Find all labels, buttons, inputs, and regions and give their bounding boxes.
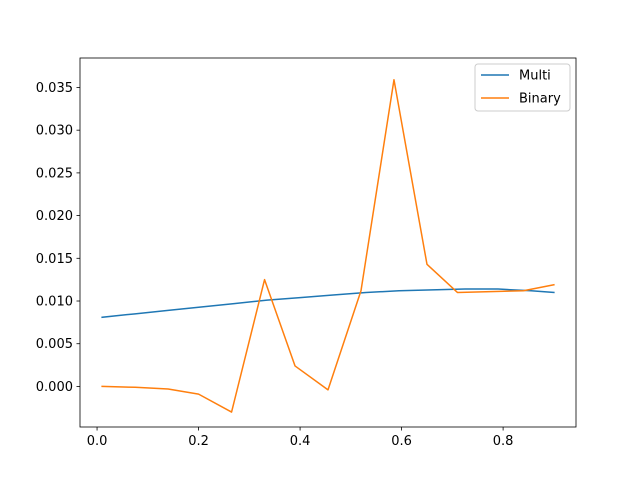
y-tick-label: 0.005: [36, 337, 73, 352]
series-layer: [101, 79, 555, 413]
x-tick-label: 0.2: [188, 434, 209, 449]
axes: 0.0 0.2 0.4 0.6 0.8 0.000 0.005 0.010 0.015 0.020…: [36, 57, 577, 449]
legend: Multi Binary: [474, 63, 571, 112]
y-tick-label: 0.025: [36, 166, 73, 181]
y-tick-label: 0.000: [36, 380, 73, 395]
series-line-multi: [101, 288, 555, 319]
y-tick-label: 0.020: [36, 209, 73, 224]
x-tick-label: 0.6: [391, 434, 412, 449]
legend-label-binary: Binary: [519, 92, 561, 107]
y-tick-label: 0.010: [36, 295, 73, 310]
series-line-binary: [101, 79, 555, 413]
x-tick-label: 0.8: [493, 434, 514, 449]
x-tick-label: 0.4: [290, 434, 311, 449]
y-tick-label: 0.030: [36, 124, 73, 139]
y-tick-label: 0.035: [36, 81, 73, 96]
y-tick-label: 0.015: [36, 252, 73, 267]
axes-frame: [79, 57, 577, 428]
legend-label-multi: Multi: [519, 69, 551, 84]
x-tick-label: 0.0: [87, 434, 108, 449]
